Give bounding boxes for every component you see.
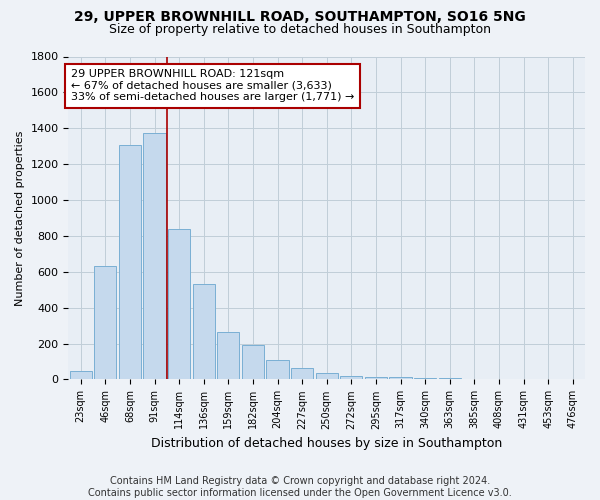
Bar [119, 146, 141, 380]
Bar [439, 378, 461, 380]
Text: 29, UPPER BROWNHILL ROAD, SOUTHAMPTON, SO16 5NG: 29, UPPER BROWNHILL ROAD, SOUTHAMPTON, S… [74, 10, 526, 24]
Bar [291, 368, 313, 380]
Bar [266, 360, 289, 380]
Text: Size of property relative to detached houses in Southampton: Size of property relative to detached ho… [109, 22, 491, 36]
Bar [365, 377, 387, 380]
Bar [414, 378, 436, 380]
Y-axis label: Number of detached properties: Number of detached properties [15, 130, 25, 306]
Bar [143, 133, 166, 380]
Text: Contains HM Land Registry data © Crown copyright and database right 2024.
Contai: Contains HM Land Registry data © Crown c… [88, 476, 512, 498]
Bar [463, 378, 485, 380]
Bar [217, 332, 239, 380]
Bar [70, 372, 92, 380]
Bar [340, 376, 362, 380]
Text: 29 UPPER BROWNHILL ROAD: 121sqm
← 67% of detached houses are smaller (3,633)
33%: 29 UPPER BROWNHILL ROAD: 121sqm ← 67% of… [71, 69, 354, 102]
Bar [242, 346, 264, 380]
Bar [389, 378, 412, 380]
Bar [193, 284, 215, 380]
Bar [168, 228, 190, 380]
Bar [94, 266, 116, 380]
X-axis label: Distribution of detached houses by size in Southampton: Distribution of detached houses by size … [151, 437, 502, 450]
Bar [316, 373, 338, 380]
